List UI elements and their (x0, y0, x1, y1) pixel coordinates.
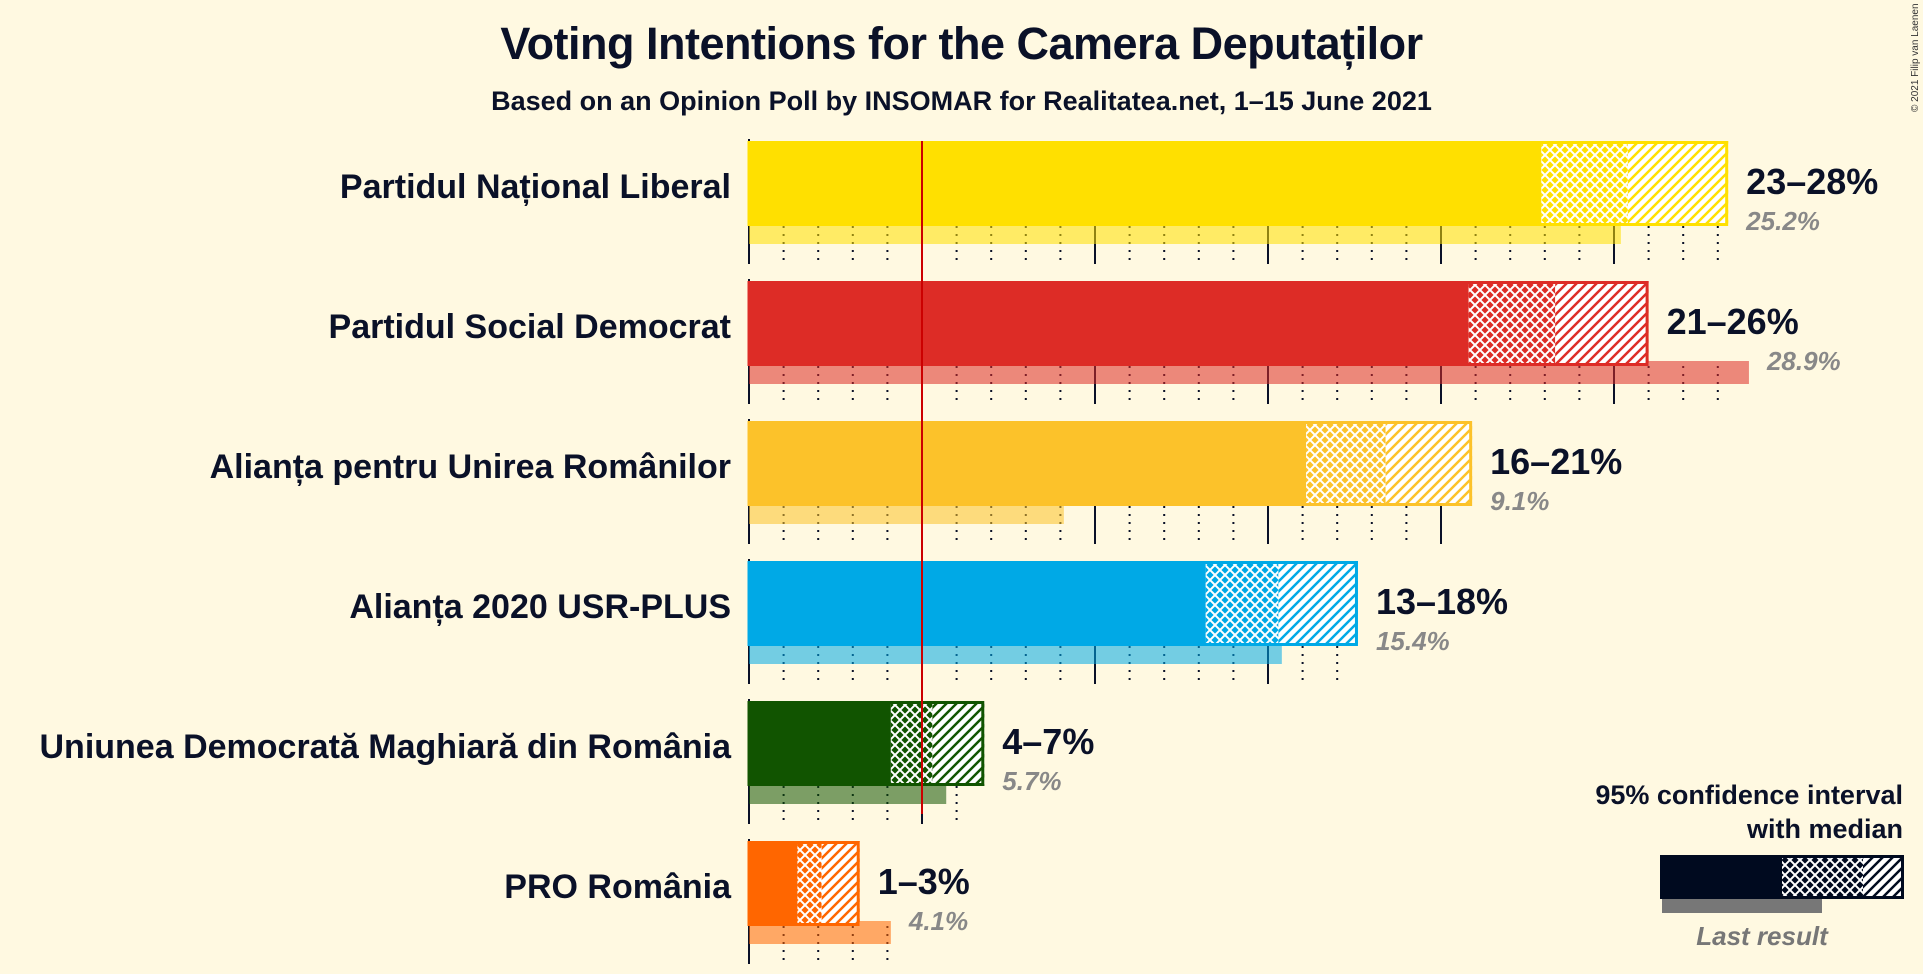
party-bar-group[interactable] (747, 701, 985, 804)
ci-crosshatch-segment (1468, 281, 1556, 366)
ci-solid-bar (749, 561, 1206, 646)
ci-solid-bar (749, 421, 1307, 506)
party-name-label: Uniunea Democrată Maghiară din România (40, 728, 733, 766)
gridlines (748, 139, 1719, 964)
bars-layer (747, 141, 1749, 944)
ci-hatch-segment (1385, 421, 1473, 506)
ci-outline (747, 141, 1729, 226)
ci-solid-bar (749, 141, 1542, 226)
legend-last-result-label: Last result (1696, 921, 1829, 951)
ci-hatch-segment (932, 701, 985, 786)
ci-outline (747, 421, 1473, 506)
legend-hatch-segment (1863, 855, 1904, 899)
ci-solid-bar (749, 281, 1469, 366)
legend: 95% confidence interval with median Last r… (1595, 780, 1904, 951)
ci-outline (747, 841, 860, 926)
party-name-label: Alianța 2020 USR-PLUS (349, 588, 731, 626)
last-result-label: 25.2% (1745, 206, 1820, 236)
party-bar-group[interactable] (747, 281, 1749, 384)
range-label: 23–28% (1746, 161, 1878, 202)
ci-solid-bar (749, 841, 798, 926)
party-bar-group[interactable] (747, 141, 1729, 244)
party-bar-group[interactable] (747, 561, 1358, 664)
legend-title-line2: with median (1746, 814, 1903, 844)
party-name-label: Partidul Național Liberal (340, 168, 731, 206)
last-result-label: 9.1% (1490, 486, 1549, 516)
last-result-label: 5.7% (1002, 766, 1061, 796)
ci-crosshatch-segment (890, 701, 933, 786)
last-result-bar (749, 641, 1282, 664)
ci-crosshatch-segment (1541, 141, 1628, 226)
range-label: 13–18% (1376, 581, 1508, 622)
ci-outline (747, 281, 1649, 366)
ci-crosshatch-segment (1306, 421, 1386, 506)
party-bar-group[interactable] (747, 421, 1473, 524)
last-result-label: 28.9% (1766, 346, 1841, 376)
last-result-bar (749, 781, 947, 804)
ci-outline (747, 701, 985, 786)
last-result-bar (749, 221, 1621, 244)
legend-crosshatch-segment (1782, 855, 1863, 899)
chart-subtitle: Based on an Opinion Poll by INSOMAR for … (491, 86, 1432, 116)
party-name-label: Partidul Social Democrat (329, 308, 731, 346)
ci-solid-bar (749, 701, 891, 786)
range-label: 21–26% (1667, 301, 1799, 342)
ci-hatch-segment (821, 841, 860, 926)
ci-hatch-segment (1555, 281, 1649, 366)
legend-title-line1: 95% confidence interval (1595, 780, 1903, 810)
legend-outline (1660, 855, 1904, 899)
ci-hatch-segment (1627, 141, 1729, 226)
labels-layer: Partidul Național Liberal 23–28% 25.2% Part… (40, 141, 1878, 936)
ci-outline (747, 561, 1358, 646)
ci-hatch-segment (1278, 561, 1358, 646)
ci-crosshatch-segment (1205, 561, 1279, 646)
range-label: 1–3% (878, 861, 970, 902)
range-label: 16–21% (1490, 441, 1622, 482)
chart-title: Voting Intentions for the Camera Deputaț… (500, 18, 1423, 69)
last-result-bar (749, 361, 1749, 384)
range-label: 4–7% (1002, 721, 1094, 762)
party-bar-group[interactable] (747, 841, 891, 944)
last-result-label: 4.1% (908, 906, 968, 936)
legend-solid-bar (1660, 855, 1782, 899)
last-result-bar (749, 921, 891, 944)
ci-crosshatch-segment (797, 841, 822, 926)
party-name-label: Alianța pentru Unirea Românilor (210, 448, 731, 486)
party-name-label: PRO România (504, 868, 732, 906)
last-result-bar (749, 501, 1064, 524)
last-result-label: 15.4% (1376, 626, 1450, 656)
